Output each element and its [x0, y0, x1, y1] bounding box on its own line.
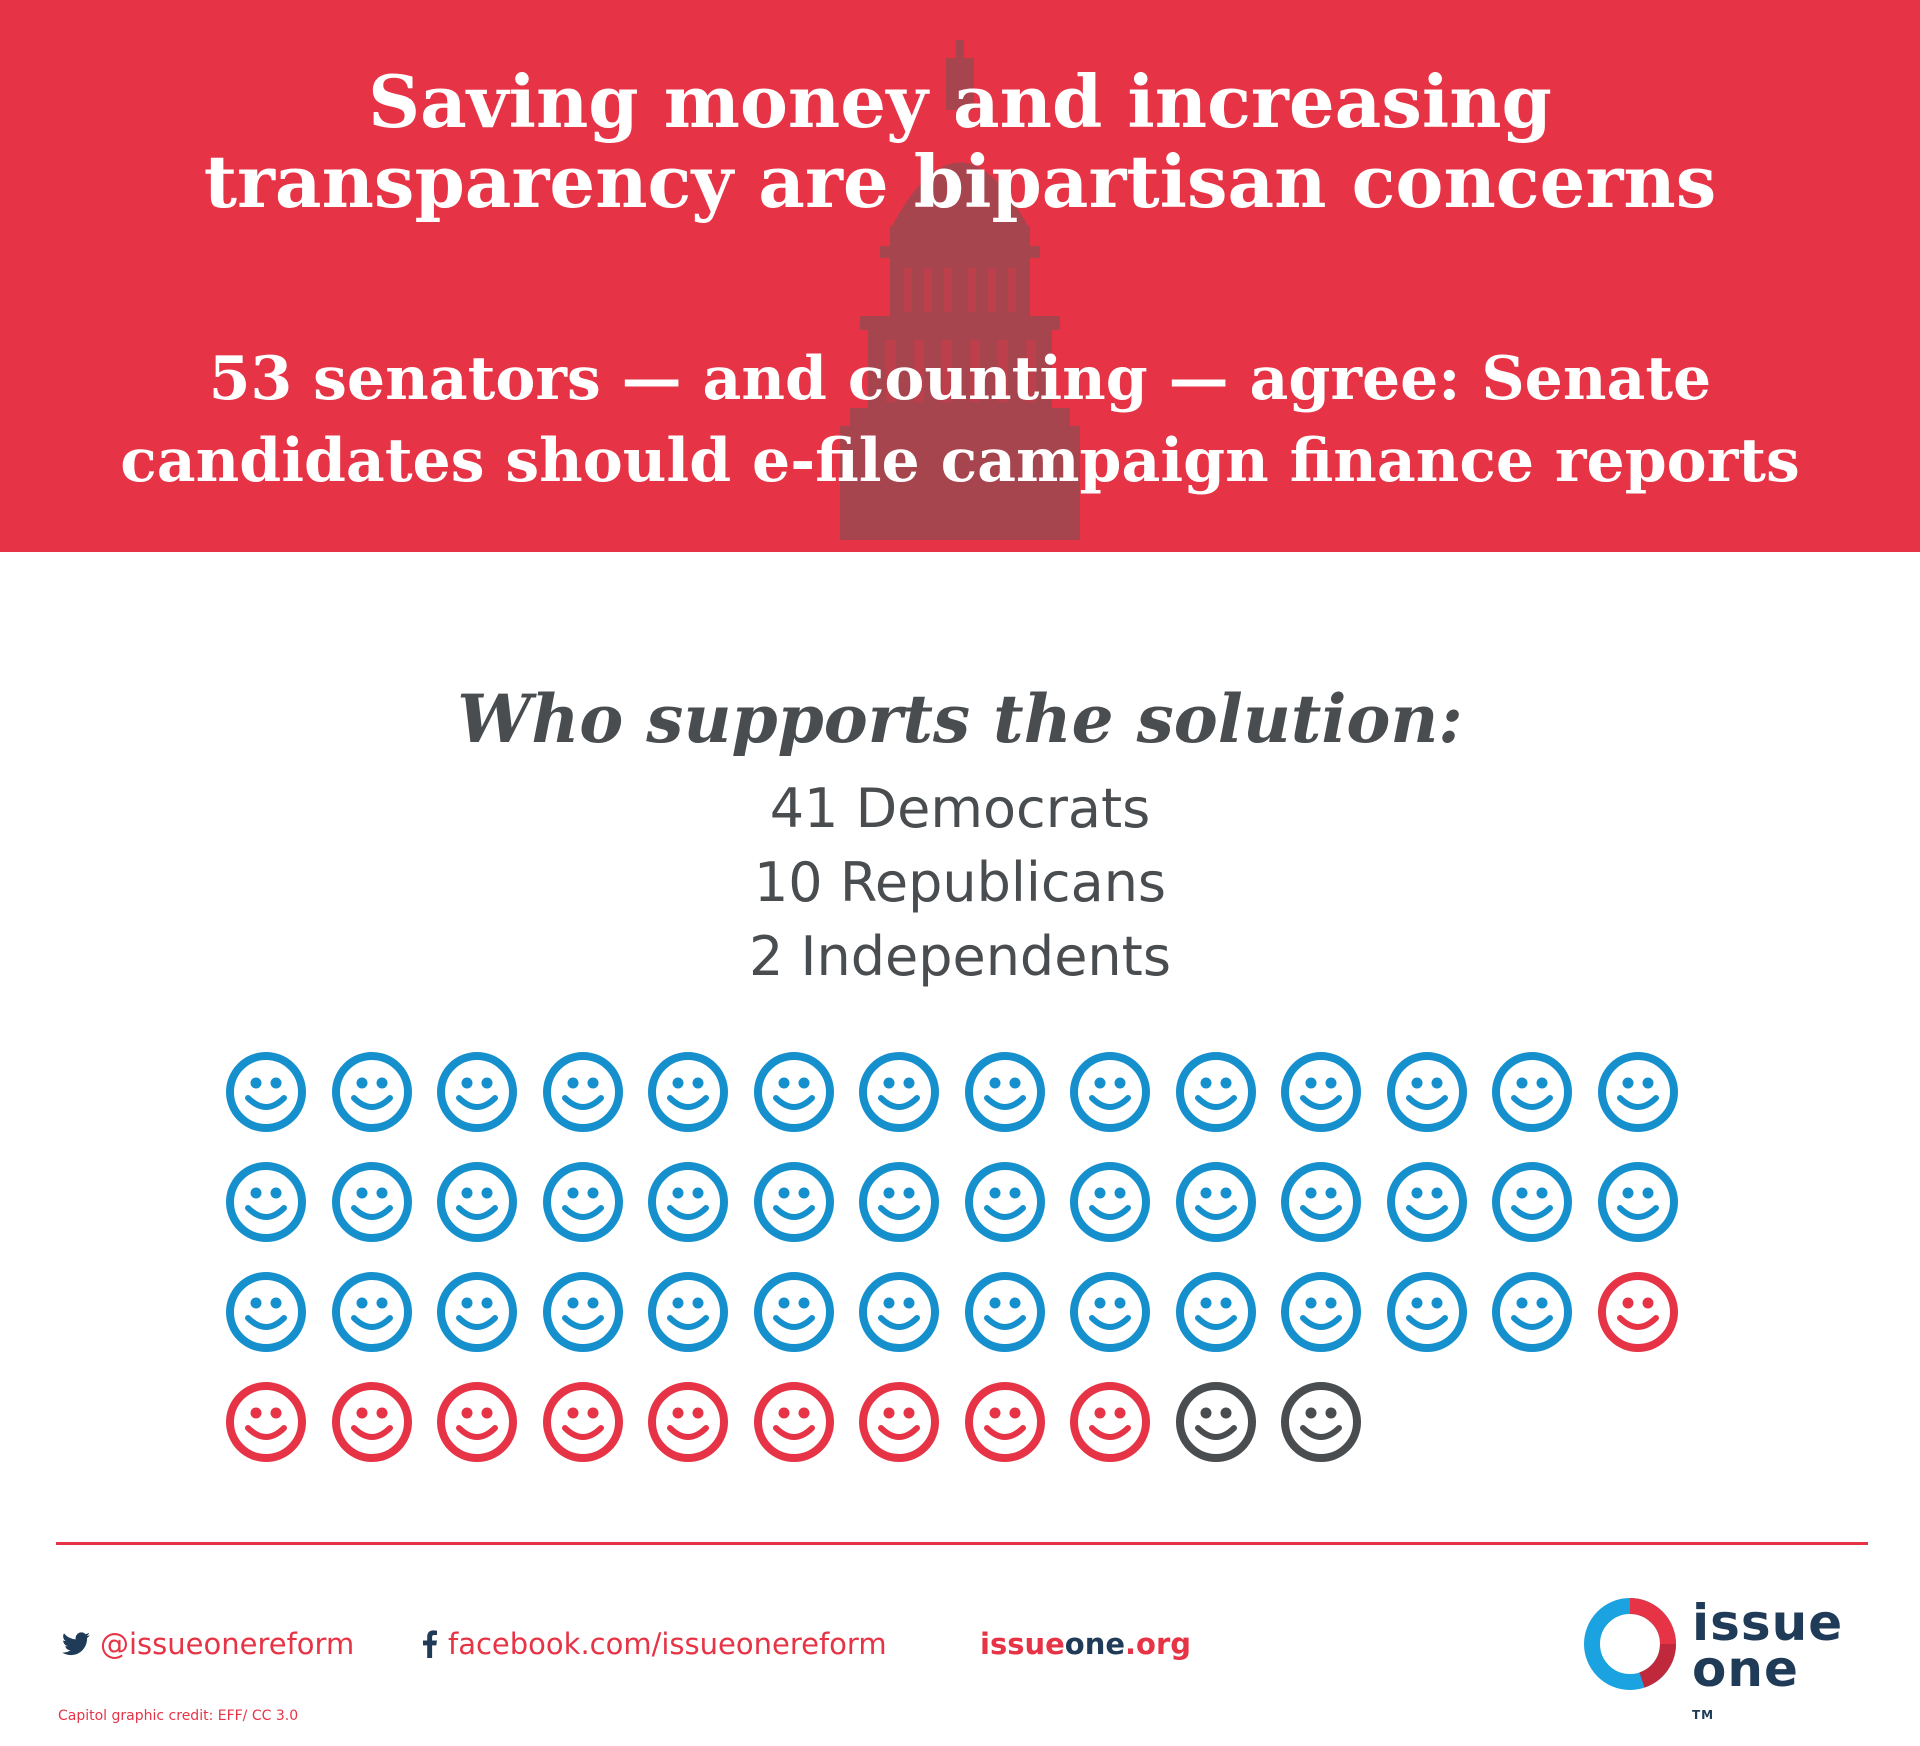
smiley-face-icon	[964, 1382, 1045, 1462]
smiley-face-icon	[1386, 1272, 1467, 1352]
facebook-link[interactable]: facebook.com/issueonereform	[422, 1619, 887, 1669]
smiley-face-icon	[1597, 1272, 1678, 1352]
smiley-face-icon	[331, 1382, 412, 1462]
smiley-face-icon	[1281, 1272, 1361, 1352]
smiley-face-icon	[1175, 1272, 1256, 1352]
smiley-face-icon	[542, 1162, 623, 1242]
smiley-face-icon	[859, 1052, 939, 1132]
smiley-face-icon	[648, 1052, 728, 1132]
twitter-link[interactable]: @issueonereform	[62, 1619, 354, 1669]
smiley-face-icon	[437, 1272, 517, 1352]
smiley-face-icon	[437, 1052, 517, 1132]
page-subtitle: 53 senators — and counting — agree: Sena…	[0, 338, 1920, 502]
smiley-face-icon	[753, 1272, 834, 1352]
smiley-face-icon	[542, 1052, 623, 1132]
smiley-face-icon	[964, 1272, 1045, 1352]
smiley-face-icon	[1281, 1052, 1361, 1132]
smiley-face-icon	[1492, 1052, 1572, 1132]
smiley-face-icon	[1175, 1382, 1256, 1462]
subtitle-line-1: 53 senators — and counting — agree: Sena…	[208, 344, 1712, 414]
smiley-face-icon	[1070, 1272, 1150, 1352]
logo-line-1: issue	[1692, 1594, 1844, 1652]
title-line-1: Saving money and increasing	[368, 59, 1552, 144]
smiley-face-icon	[331, 1052, 412, 1132]
smiley-face-icon	[226, 1382, 306, 1462]
page-title: Saving money and increasing transparency…	[0, 62, 1920, 222]
logo-line-2: one TM	[1692, 1640, 1843, 1738]
twitter-handle: @issueonereform	[100, 1627, 355, 1661]
website-one: one	[1064, 1627, 1126, 1661]
smiley-face-icon	[542, 1382, 623, 1462]
smiley-face-icon	[1070, 1162, 1150, 1242]
smiley-face-icon	[648, 1382, 728, 1462]
smiley-face-icon	[753, 1162, 834, 1242]
logo-tm: TM	[1692, 1708, 1715, 1722]
smiley-face-icon	[964, 1162, 1045, 1242]
facebook-icon	[423, 1630, 437, 1658]
smiley-face-icon	[1281, 1382, 1361, 1462]
subtitle-line-2: candidates should e-file campaign financ…	[120, 426, 1800, 496]
website-tld: .org	[1125, 1627, 1192, 1661]
smiley-face-icon	[1386, 1162, 1467, 1242]
website-link[interactable]: issue one .org	[980, 1619, 1191, 1669]
smiley-face-icon	[859, 1382, 939, 1462]
facebook-url: facebook.com/issueonereform	[448, 1627, 887, 1661]
supporters-heading: Who supports the solution:	[457, 680, 1463, 758]
header-banner: Saving money and increasing transparency…	[0, 0, 1920, 552]
smiley-face-icon	[331, 1272, 412, 1352]
smiley-face-icon	[1070, 1052, 1150, 1132]
issue-one-logo-text: issue one TM	[1692, 1594, 1844, 1738]
smiley-face-icon	[1386, 1052, 1467, 1132]
twitter-bird-icon	[62, 1632, 90, 1656]
smiley-face-icon	[859, 1272, 939, 1352]
smiley-face-icon	[648, 1162, 728, 1242]
capitol-icon	[840, 40, 1080, 540]
smiley-face-icon	[1070, 1382, 1150, 1462]
smiley-face-icon	[331, 1162, 412, 1242]
supporters-counts: 41 Democrats 10 Republicans 2 Independen…	[0, 772, 1920, 994]
smiley-face-icon	[226, 1052, 306, 1132]
logo-line-2-text: one	[1692, 1640, 1799, 1698]
smiley-face-icon	[1175, 1162, 1256, 1242]
smiley-face-icon	[753, 1052, 834, 1132]
smiley-face-icon	[226, 1272, 306, 1352]
smiley-face-icon	[1492, 1272, 1572, 1352]
smiley-face-icon	[1281, 1162, 1361, 1242]
divider	[56, 1542, 1868, 1545]
supporter-icon-grid	[224, 1050, 1694, 1470]
smiley-face-icon	[753, 1382, 834, 1462]
title-line-2: transparency are bipartisan concerns	[203, 139, 1717, 224]
issue-one-logo-mark	[1584, 1598, 1676, 1690]
count-independents: 2 Independents	[749, 925, 1171, 988]
smiley-face-icon	[542, 1272, 623, 1352]
smiley-face-icon	[1492, 1162, 1572, 1242]
count-republicans: 10 Republicans	[753, 851, 1167, 914]
smiley-face-icon	[964, 1052, 1045, 1132]
smiley-face-icon	[437, 1382, 517, 1462]
smiley-face-icon	[1175, 1052, 1256, 1132]
smiley-face-icon	[226, 1162, 306, 1242]
smiley-face-icon	[648, 1272, 728, 1352]
smiley-face-icon	[437, 1162, 517, 1242]
smiley-face-icon	[859, 1162, 939, 1242]
smiley-face-icon	[1597, 1162, 1678, 1242]
website-issue: issue	[980, 1627, 1065, 1661]
smiley-face-icon	[1597, 1052, 1678, 1132]
count-democrats: 41 Democrats	[769, 777, 1151, 840]
image-credit: Capitol graphic credit: EFF/ CC 3.0	[58, 1708, 299, 1724]
